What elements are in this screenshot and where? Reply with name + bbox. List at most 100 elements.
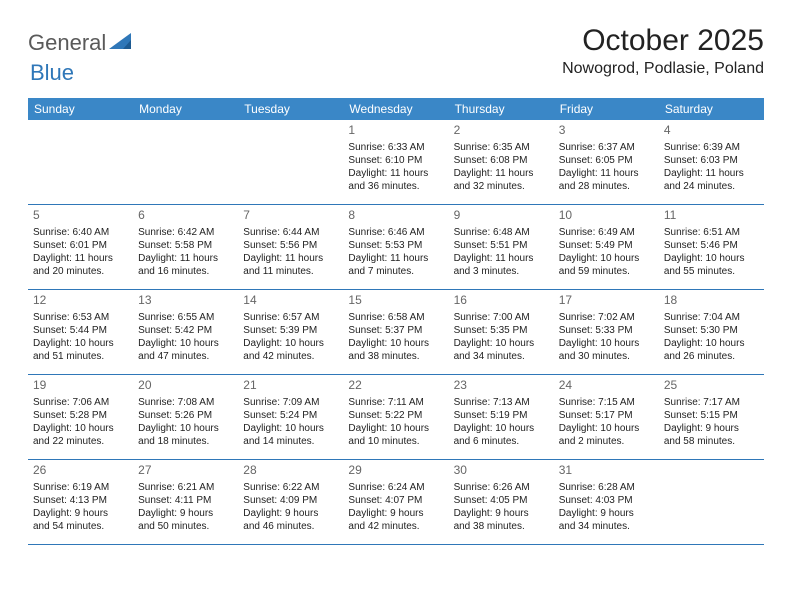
day-cell [659,460,764,544]
sunset-text: Sunset: 4:03 PM [559,494,654,507]
sunrise-text: Sunrise: 7:17 AM [664,396,759,409]
daylight-text-2: and 51 minutes. [33,350,128,363]
sunset-text: Sunset: 5:15 PM [664,409,759,422]
day-date: 18 [664,293,759,309]
week-row: 26Sunrise: 6:19 AMSunset: 4:13 PMDayligh… [28,460,764,545]
day-date: 8 [348,208,443,224]
logo: General [28,24,133,56]
sunset-text: Sunset: 4:13 PM [33,494,128,507]
location: Nowogrod, Podlasie, Poland [562,60,764,78]
daylight-text-2: and 54 minutes. [33,520,128,533]
day-cell: 8Sunrise: 6:46 AMSunset: 5:53 PMDaylight… [343,205,448,289]
daylight-text-1: Daylight: 9 hours [33,507,128,520]
daylight-text-2: and 32 minutes. [454,180,549,193]
sunrise-text: Sunrise: 6:39 AM [664,141,759,154]
daylight-text-2: and 14 minutes. [243,435,338,448]
day-cell: 2Sunrise: 6:35 AMSunset: 6:08 PMDaylight… [449,120,554,204]
day-cell: 18Sunrise: 7:04 AMSunset: 5:30 PMDayligh… [659,290,764,374]
sunrise-text: Sunrise: 6:51 AM [664,226,759,239]
calendar: Sunday Monday Tuesday Wednesday Thursday… [28,98,764,545]
daylight-text-2: and 59 minutes. [559,265,654,278]
sunset-text: Sunset: 6:03 PM [664,154,759,167]
sunset-text: Sunset: 6:10 PM [348,154,443,167]
day-cell: 7Sunrise: 6:44 AMSunset: 5:56 PMDaylight… [238,205,343,289]
sunrise-text: Sunrise: 6:37 AM [559,141,654,154]
sunrise-text: Sunrise: 6:58 AM [348,311,443,324]
logo-text-general: General [28,30,106,56]
sunrise-text: Sunrise: 6:46 AM [348,226,443,239]
daylight-text-1: Daylight: 9 hours [243,507,338,520]
sunrise-text: Sunrise: 6:26 AM [454,481,549,494]
weeks-container: 1Sunrise: 6:33 AMSunset: 6:10 PMDaylight… [28,120,764,545]
day-cell: 16Sunrise: 7:00 AMSunset: 5:35 PMDayligh… [449,290,554,374]
day-cell: 27Sunrise: 6:21 AMSunset: 4:11 PMDayligh… [133,460,238,544]
weekday-sunday: Sunday [28,98,133,120]
day-cell: 26Sunrise: 6:19 AMSunset: 4:13 PMDayligh… [28,460,133,544]
daylight-text-2: and 3 minutes. [454,265,549,278]
weekday-header-row: Sunday Monday Tuesday Wednesday Thursday… [28,98,764,120]
day-cell: 15Sunrise: 6:58 AMSunset: 5:37 PMDayligh… [343,290,448,374]
daylight-text-2: and 58 minutes. [664,435,759,448]
daylight-text-1: Daylight: 9 hours [664,422,759,435]
daylight-text-1: Daylight: 10 hours [348,422,443,435]
daylight-text-2: and 28 minutes. [559,180,654,193]
daylight-text-1: Daylight: 10 hours [559,252,654,265]
sunset-text: Sunset: 5:19 PM [454,409,549,422]
day-date: 24 [559,378,654,394]
day-cell: 5Sunrise: 6:40 AMSunset: 6:01 PMDaylight… [28,205,133,289]
day-date: 19 [33,378,128,394]
daylight-text-1: Daylight: 10 hours [559,337,654,350]
daylight-text-1: Daylight: 9 hours [454,507,549,520]
sunrise-text: Sunrise: 7:04 AM [664,311,759,324]
daylight-text-1: Daylight: 10 hours [454,337,549,350]
day-cell: 14Sunrise: 6:57 AMSunset: 5:39 PMDayligh… [238,290,343,374]
daylight-text-2: and 20 minutes. [33,265,128,278]
sunrise-text: Sunrise: 6:53 AM [33,311,128,324]
day-date: 11 [664,208,759,224]
daylight-text-1: Daylight: 10 hours [138,422,233,435]
title-block: October 2025 Nowogrod, Podlasie, Poland [562,24,764,78]
daylight-text-2: and 38 minutes. [454,520,549,533]
daylight-text-2: and 36 minutes. [348,180,443,193]
daylight-text-1: Daylight: 11 hours [664,167,759,180]
sunset-text: Sunset: 5:44 PM [33,324,128,337]
day-cell: 25Sunrise: 7:17 AMSunset: 5:15 PMDayligh… [659,375,764,459]
sunrise-text: Sunrise: 7:11 AM [348,396,443,409]
daylight-text-2: and 22 minutes. [33,435,128,448]
day-date: 28 [243,463,338,479]
daylight-text-2: and 10 minutes. [348,435,443,448]
day-cell: 11Sunrise: 6:51 AMSunset: 5:46 PMDayligh… [659,205,764,289]
daylight-text-1: Daylight: 10 hours [348,337,443,350]
day-date: 29 [348,463,443,479]
sunset-text: Sunset: 4:11 PM [138,494,233,507]
day-cell: 30 Sunrise: 6:26 AMSunset: 4:05 PMDayligh… [449,460,554,544]
sunset-text: Sunset: 6:05 PM [559,154,654,167]
sunrise-text: Sunrise: 6:19 AM [33,481,128,494]
sunset-text: Sunset: 5:53 PM [348,239,443,252]
daylight-text-2: and 50 minutes. [138,520,233,533]
sunset-text: Sunset: 5:58 PM [138,239,233,252]
daylight-text-1: Daylight: 9 hours [559,507,654,520]
daylight-text-2: and 6 minutes. [454,435,549,448]
day-cell: 3Sunrise: 6:37 AMSunset: 6:05 PMDaylight… [554,120,659,204]
day-date: 23 [454,378,549,394]
day-date: 17 [559,293,654,309]
daylight-text-1: Daylight: 11 hours [454,167,549,180]
sunrise-text: Sunrise: 6:35 AM [454,141,549,154]
sunrise-text: Sunrise: 6:21 AM [138,481,233,494]
day-date: 10 [559,208,654,224]
sunrise-text: Sunrise: 7:09 AM [243,396,338,409]
sunset-text: Sunset: 5:56 PM [243,239,338,252]
sunset-text: Sunset: 5:22 PM [348,409,443,422]
daylight-text-1: Daylight: 10 hours [454,422,549,435]
daylight-text-1: Daylight: 10 hours [559,422,654,435]
day-date: 20 [138,378,233,394]
sunrise-text: Sunrise: 6:55 AM [138,311,233,324]
weekday-friday: Friday [554,98,659,120]
daylight-text-1: Daylight: 9 hours [348,507,443,520]
sunrise-text: Sunrise: 6:49 AM [559,226,654,239]
sunset-text: Sunset: 4:05 PM [454,494,549,507]
day-date: 30 [454,463,549,479]
sunset-text: Sunset: 5:30 PM [664,324,759,337]
day-cell: 22Sunrise: 7:11 AMSunset: 5:22 PMDayligh… [343,375,448,459]
